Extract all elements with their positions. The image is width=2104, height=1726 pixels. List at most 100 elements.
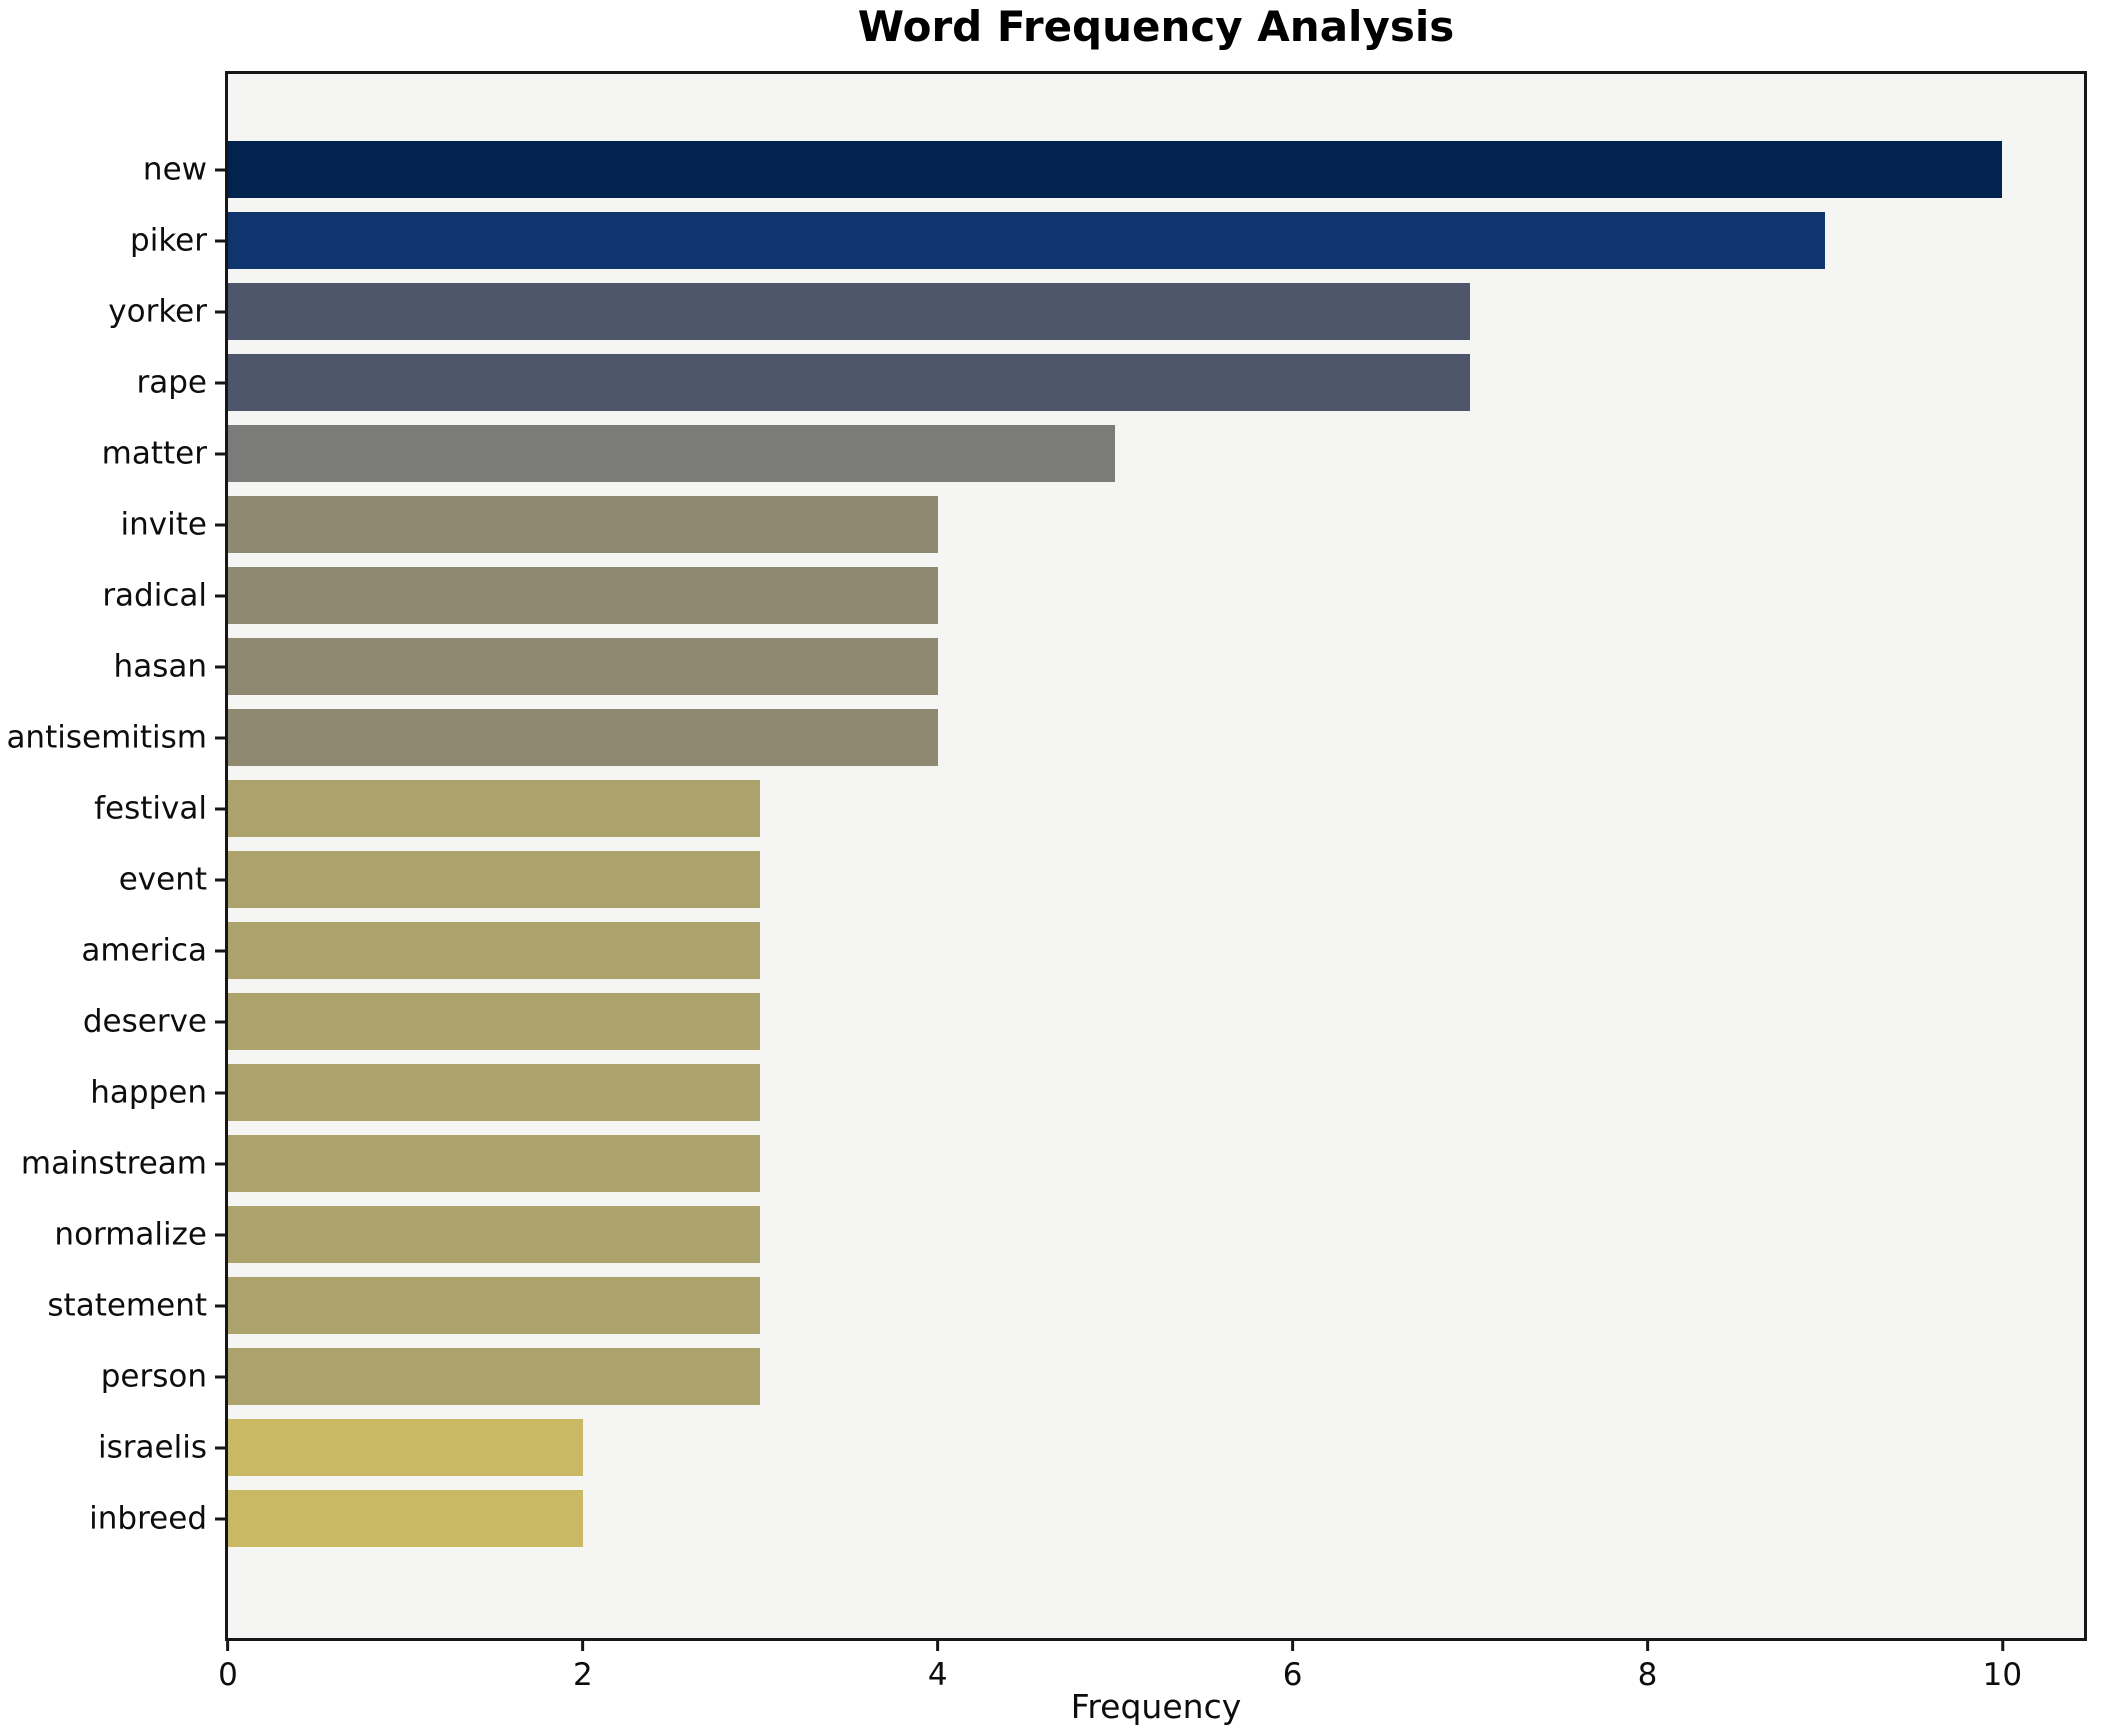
x-tick: 4 — [928, 1638, 948, 1691]
y-tick-mark — [215, 736, 225, 739]
x-tick-label: 8 — [1637, 1657, 1658, 1693]
frequency-bar — [228, 1135, 761, 1192]
frequency-bar — [228, 354, 1471, 411]
y-tick-mark — [215, 1162, 225, 1165]
y-tick-label: radical — [102, 577, 207, 613]
y-tick-label: piker — [130, 222, 207, 258]
frequency-bar — [228, 638, 938, 695]
x-tick-label: 6 — [1282, 1657, 1303, 1693]
bar-row: mainstream — [21, 1128, 2084, 1199]
bar-row: normalize — [54, 1199, 2084, 1270]
x-tick-mark — [226, 1641, 230, 1651]
frequency-bar — [228, 1206, 761, 1263]
frequency-bar — [228, 709, 938, 766]
x-tick-mark — [1645, 1641, 1649, 1651]
x-axis-ticks: 0 2 4 6 8 10 — [218, 74, 2084, 1691]
bar-row: happen — [90, 1057, 2084, 1128]
y-tick-mark — [215, 1446, 225, 1449]
y-tick-mark — [215, 523, 225, 526]
y-tick-label: yorker — [108, 293, 207, 329]
x-tick-mark — [2000, 1641, 2004, 1651]
x-tick: 6 — [1282, 1638, 1303, 1693]
bar-row: statement — [47, 1270, 2084, 1341]
frequency-bar — [228, 851, 761, 908]
x-tick-label: 0 — [218, 1657, 238, 1693]
y-tick-mark — [215, 594, 225, 597]
y-tick-mark — [215, 878, 225, 881]
frequency-bar — [228, 993, 761, 1050]
frequency-bar — [228, 1490, 583, 1547]
y-tick-mark — [215, 1517, 225, 1520]
frequency-bar — [228, 1277, 761, 1334]
y-tick-label: rape — [136, 364, 208, 400]
frequency-bar — [228, 922, 761, 979]
x-tick: 8 — [1637, 1638, 1658, 1693]
bar-row: antisemitism — [6, 702, 2084, 773]
frequency-bar — [228, 496, 938, 553]
y-tick-label: new — [142, 151, 207, 187]
frequency-bar — [228, 567, 938, 624]
bar-row: event — [119, 844, 2084, 915]
frequency-bar — [228, 141, 2003, 198]
y-tick-label: statement — [47, 1287, 207, 1323]
y-tick-mark — [215, 665, 225, 668]
y-tick-mark — [215, 949, 225, 952]
bar-row: inbreed — [89, 1483, 2084, 1554]
y-tick-mark — [215, 239, 225, 242]
y-tick-label: invite — [120, 506, 207, 542]
y-tick-label: normalize — [54, 1216, 207, 1252]
bar-row: hasan — [114, 631, 2084, 702]
x-tick-label: 10 — [1982, 1657, 2023, 1693]
y-tick-mark — [215, 1375, 225, 1378]
y-tick-mark — [215, 452, 225, 455]
x-tick: 10 — [1983, 1638, 2022, 1691]
frequency-bar — [228, 212, 1825, 269]
x-tick: 0 — [218, 1638, 238, 1691]
frequency-bar — [228, 425, 1116, 482]
y-tick-label: deserve — [82, 1003, 207, 1039]
y-tick-mark — [215, 381, 225, 384]
y-tick-label: matter — [101, 435, 207, 471]
x-tick-mark — [581, 1641, 585, 1651]
x-axis-label: Frequency — [1070, 1687, 1242, 1726]
bar-row: deserve — [83, 986, 2084, 1057]
bar-row: festival — [94, 773, 2084, 844]
frequency-bar — [228, 1419, 583, 1476]
bar-row: matter — [102, 418, 2084, 489]
y-tick-label: event — [118, 861, 207, 897]
y-tick-label: israelis — [98, 1429, 207, 1465]
y-tick-mark — [215, 168, 225, 171]
x-tick-mark — [936, 1641, 940, 1651]
bar-row: invite — [121, 489, 2084, 560]
bar-row: piker — [130, 205, 2084, 276]
frequency-bar — [228, 780, 761, 837]
x-tick-label: 2 — [573, 1657, 593, 1693]
plot-area: new piker yorker rape matter invite radi… — [6, 71, 2087, 1726]
y-tick-label: hasan — [113, 648, 207, 684]
y-tick-label: happen — [90, 1074, 207, 1110]
y-tick-label: festival — [94, 790, 207, 826]
bar-row: rape — [137, 347, 2084, 418]
bars-container: new piker yorker rape matter invite radi… — [6, 74, 2084, 1554]
y-tick-mark — [215, 807, 225, 810]
y-tick-label: america — [81, 932, 207, 968]
y-tick-mark — [215, 1020, 225, 1023]
bar-row: person — [101, 1341, 2084, 1412]
y-tick-mark — [215, 310, 225, 313]
frequency-bar — [228, 1064, 761, 1121]
y-tick-label: inbreed — [89, 1500, 207, 1536]
chart-title: Word Frequency Analysis — [857, 2, 1455, 51]
y-tick-label: person — [100, 1358, 207, 1394]
bar-row: radical — [102, 560, 2084, 631]
bar-row: israelis — [98, 1412, 2084, 1483]
x-tick-label: 4 — [927, 1657, 948, 1693]
frequency-bar — [228, 283, 1471, 340]
bar-row: new — [143, 134, 2084, 205]
y-tick-mark — [215, 1233, 225, 1236]
y-tick-mark — [215, 1091, 225, 1094]
y-tick-label: mainstream — [20, 1145, 207, 1181]
x-tick: 2 — [573, 1638, 593, 1691]
x-tick-mark — [1291, 1641, 1295, 1651]
y-tick-label: antisemitism — [6, 719, 207, 755]
